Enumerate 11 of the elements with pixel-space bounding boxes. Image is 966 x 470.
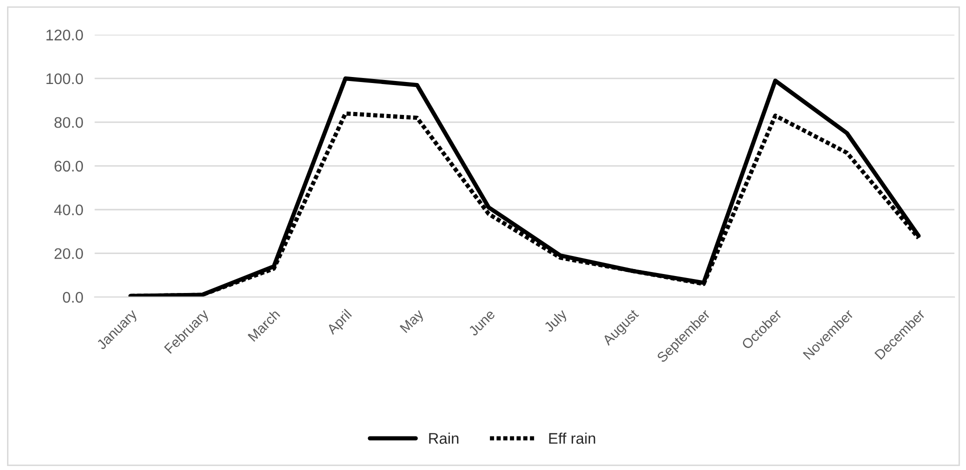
x-tick-label: May: [400, 308, 426, 336]
legend-label: Rain: [429, 432, 458, 444]
legend-label: Eff rain: [549, 432, 596, 444]
y-tick-label: 60.0: [54, 160, 83, 172]
y-tick-label: 100.0: [46, 73, 83, 84]
x-tick-label: July: [543, 308, 570, 335]
y-tick-label: 40.0: [54, 204, 83, 216]
y-tick-label: 120.0: [46, 30, 83, 40]
y-tick-label: 80.0: [54, 117, 83, 128]
y-tick-label: 0.0: [62, 292, 83, 303]
y-tick-label: 20.0: [54, 248, 83, 260]
